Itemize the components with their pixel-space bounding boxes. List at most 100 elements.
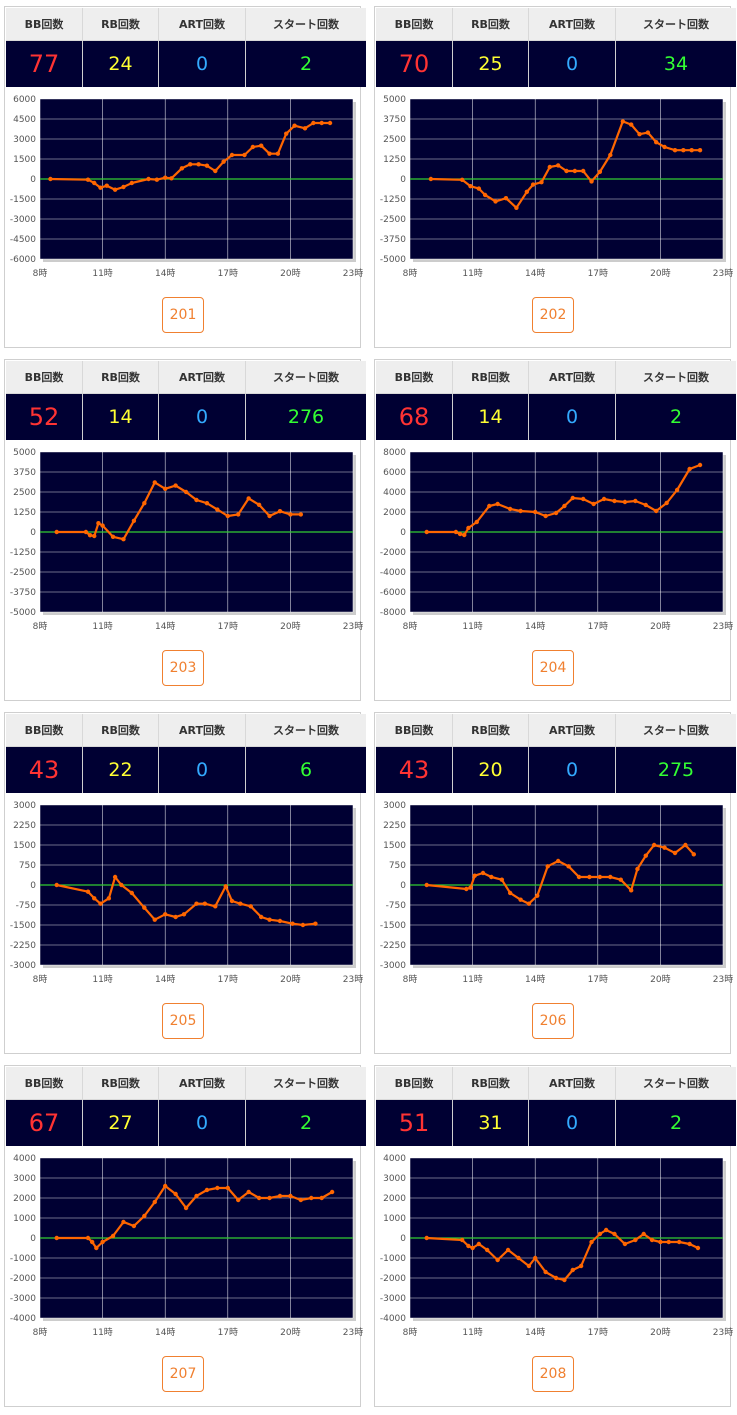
rb-header: RB回数 bbox=[82, 1067, 159, 1100]
data-point bbox=[215, 507, 220, 512]
y-tick-label: -3750 bbox=[10, 588, 36, 598]
data-point bbox=[507, 890, 513, 896]
y-tick-label: 0 bbox=[400, 175, 406, 185]
payout-chart: 5000 3750 2500 1250 0 -1250 -2500 -3750 -5000 8時 1… bbox=[380, 95, 733, 279]
data-point bbox=[236, 1197, 241, 1203]
y-tick-label: 0 bbox=[30, 881, 36, 891]
y-tick-label: -4500 bbox=[10, 235, 36, 245]
machine-number-button[interactable]: 201 bbox=[162, 297, 204, 333]
rb-header: RB回数 bbox=[82, 361, 159, 394]
data-point bbox=[424, 882, 429, 888]
data-point bbox=[188, 162, 193, 167]
start-count: 6 bbox=[245, 746, 366, 793]
x-tick-label: 23時 bbox=[713, 1327, 733, 1338]
x-tick-label: 20時 bbox=[280, 974, 300, 985]
data-point bbox=[459, 1237, 465, 1243]
y-tick-label: 3000 bbox=[13, 1174, 36, 1184]
y-tick-label: 0 bbox=[30, 175, 36, 185]
data-point bbox=[258, 914, 264, 920]
data-point bbox=[472, 873, 477, 878]
data-point bbox=[112, 187, 118, 192]
y-tick-label: -6000 bbox=[380, 588, 406, 598]
data-point bbox=[587, 874, 592, 880]
data-point bbox=[654, 140, 659, 145]
data-point bbox=[129, 890, 135, 896]
stats-table: BB回数 RB回数 ART回数 スタート回数 77 24 0 2 bbox=[6, 8, 366, 87]
y-tick-label: -2500 bbox=[380, 215, 406, 225]
y-tick-label: -2000 bbox=[380, 1274, 406, 1284]
y-tick-label: 5000 bbox=[13, 448, 36, 458]
machine-card: BB回数 RB回数 ART回数 スタート回数 70 25 0 34 5000 37… bbox=[374, 6, 736, 348]
data-point bbox=[482, 192, 488, 198]
x-tick-label: 20時 bbox=[280, 268, 300, 279]
bb-header: BB回数 bbox=[6, 714, 83, 747]
data-point bbox=[676, 1239, 682, 1245]
data-point bbox=[154, 177, 160, 182]
stats-table: BB回数 RB回数 ART回数 スタート回数 68 14 0 2 bbox=[376, 361, 736, 440]
y-tick-label: 3750 bbox=[383, 115, 406, 125]
machine-number-button[interactable]: 207 bbox=[162, 1356, 204, 1392]
data-point bbox=[121, 184, 126, 190]
data-point bbox=[672, 148, 678, 153]
data-point bbox=[173, 914, 178, 920]
data-point bbox=[267, 917, 272, 922]
data-point bbox=[526, 901, 532, 906]
data-point bbox=[428, 176, 434, 182]
data-point bbox=[292, 123, 297, 128]
data-point bbox=[654, 508, 659, 514]
rb-count: 25 bbox=[452, 40, 529, 87]
rb-header: RB回数 bbox=[452, 1067, 529, 1100]
art-count: 0 bbox=[158, 393, 246, 440]
data-point bbox=[641, 1231, 646, 1237]
y-tick-label: 1500 bbox=[13, 841, 36, 851]
data-point bbox=[570, 1267, 575, 1273]
data-point bbox=[526, 1263, 532, 1269]
x-tick-label: 17時 bbox=[218, 621, 238, 632]
data-point bbox=[637, 132, 642, 137]
data-point bbox=[649, 1237, 655, 1243]
start-count: 2 bbox=[615, 1099, 736, 1146]
machine-number-button[interactable]: 202 bbox=[532, 297, 574, 333]
x-tick-label: 8時 bbox=[403, 1327, 418, 1338]
data-point bbox=[697, 462, 703, 468]
art-count: 0 bbox=[158, 1099, 246, 1146]
data-point bbox=[213, 904, 218, 909]
data-point bbox=[225, 513, 230, 519]
data-point bbox=[98, 185, 103, 190]
data-point bbox=[666, 1239, 671, 1245]
machine-number-button[interactable]: 206 bbox=[532, 1003, 574, 1039]
y-tick-label: -3000 bbox=[380, 1294, 406, 1304]
data-point bbox=[267, 151, 272, 156]
data-point bbox=[476, 1241, 482, 1247]
data-point bbox=[288, 1193, 293, 1199]
bb-count: 52 bbox=[6, 393, 83, 440]
data-point bbox=[246, 1189, 251, 1195]
data-point bbox=[424, 1235, 429, 1241]
data-point bbox=[204, 501, 210, 506]
machine-number-button[interactable]: 205 bbox=[162, 1003, 204, 1039]
machine-number-button[interactable]: 203 bbox=[162, 650, 204, 686]
machine-number-button[interactable]: 208 bbox=[532, 1356, 574, 1392]
x-tick-label: 23時 bbox=[343, 974, 363, 985]
x-tick-label: 14時 bbox=[155, 621, 175, 632]
data-point bbox=[580, 168, 586, 174]
data-point bbox=[142, 905, 147, 910]
data-point bbox=[553, 1275, 559, 1281]
data-point bbox=[163, 912, 168, 917]
machine-number-button[interactable]: 204 bbox=[532, 650, 574, 686]
y-tick-label: -3000 bbox=[10, 215, 36, 225]
start-count: 275 bbox=[615, 746, 736, 793]
data-point bbox=[645, 130, 651, 135]
data-point bbox=[173, 1191, 178, 1197]
y-tick-label: -5000 bbox=[380, 255, 406, 265]
y-tick-label: -1500 bbox=[10, 195, 36, 205]
payout-chart: 6000 4500 3000 1500 0 -1500 -3000 -4500 -6000 8時 1… bbox=[10, 95, 363, 279]
y-tick-label: 2000 bbox=[13, 1194, 36, 1204]
y-tick-label: -1250 bbox=[380, 195, 406, 205]
data-point bbox=[518, 897, 523, 902]
data-point bbox=[92, 896, 97, 901]
y-tick-label: 1500 bbox=[13, 155, 36, 165]
y-tick-label: -4000 bbox=[380, 1314, 406, 1324]
bb-header: BB回数 bbox=[6, 8, 83, 41]
rb-header: RB回数 bbox=[452, 8, 529, 41]
